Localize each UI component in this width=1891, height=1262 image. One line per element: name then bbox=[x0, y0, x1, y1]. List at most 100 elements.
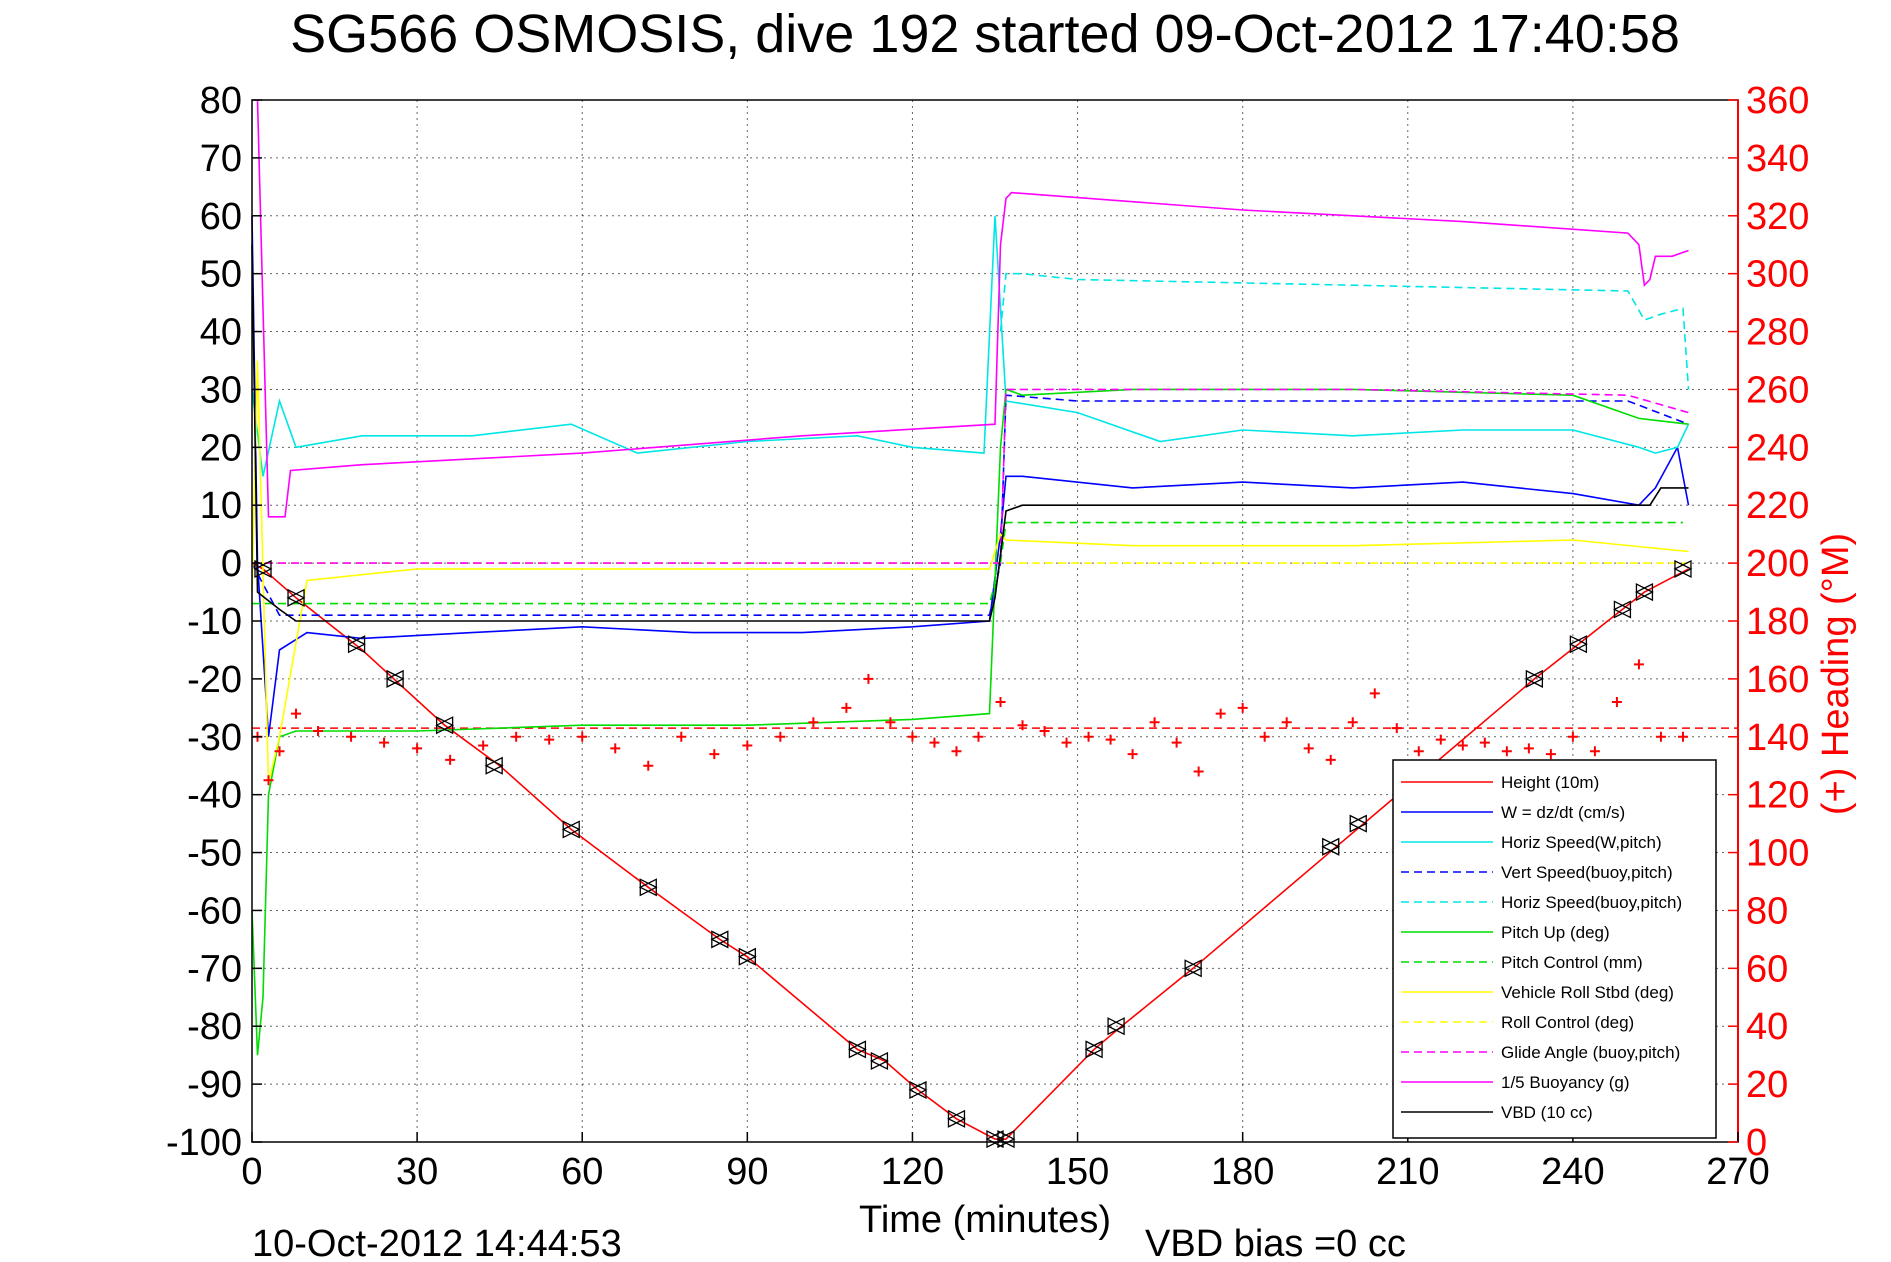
height-marker bbox=[435, 716, 455, 735]
y-tick-label: -20 bbox=[187, 659, 242, 701]
height-marker bbox=[253, 559, 273, 578]
legend-label: Glide Angle (buoy,pitch) bbox=[1501, 1043, 1680, 1062]
heading-point bbox=[1655, 731, 1666, 742]
heading-point bbox=[1061, 737, 1072, 748]
y-right-tick-label: 180 bbox=[1746, 601, 1809, 643]
legend-label: Horiz Speed(buoy,pitch) bbox=[1501, 893, 1682, 912]
height-marker bbox=[1084, 1040, 1104, 1059]
heading-point bbox=[951, 746, 962, 757]
legend-label: Vehicle Roll Stbd (deg) bbox=[1501, 983, 1674, 1002]
y-right-tick-label: 200 bbox=[1746, 543, 1809, 585]
height-marker bbox=[347, 635, 367, 654]
heading-point bbox=[291, 708, 302, 719]
heading-point bbox=[1149, 717, 1160, 728]
height-marker bbox=[1568, 635, 1588, 654]
heading-point bbox=[577, 731, 588, 742]
heading-point bbox=[995, 697, 1006, 708]
height-marker bbox=[847, 1040, 867, 1059]
y-tick-label: -10 bbox=[187, 601, 242, 643]
y-tick-label: 60 bbox=[200, 196, 242, 238]
series-line-1 bbox=[251, 215, 1690, 737]
legend-label: Height (10m) bbox=[1501, 773, 1599, 792]
heading-point bbox=[929, 737, 940, 748]
footer-vbd-bias: VBD bias =0 cc bbox=[1145, 1223, 1406, 1262]
y-tick-label: -90 bbox=[187, 1064, 242, 1106]
y-right-tick-label: 0 bbox=[1746, 1122, 1767, 1164]
height-marker bbox=[1524, 669, 1544, 688]
y-tick-label: 40 bbox=[200, 312, 242, 354]
heading-point bbox=[445, 754, 456, 765]
height-marker bbox=[561, 820, 581, 839]
series-layer bbox=[251, 99, 1738, 1149]
height-marker bbox=[1321, 837, 1341, 856]
heading-point bbox=[1369, 688, 1380, 699]
heading-point bbox=[478, 740, 489, 751]
heading-point bbox=[1413, 746, 1424, 757]
heading-point bbox=[709, 749, 720, 760]
heading-point bbox=[1479, 737, 1490, 748]
y-right-tick-label: 280 bbox=[1746, 312, 1809, 354]
heading-point bbox=[1347, 717, 1358, 728]
y-right-tick-label: 40 bbox=[1746, 1006, 1788, 1048]
y-right-tick-label: 80 bbox=[1746, 890, 1788, 932]
height-marker bbox=[1183, 959, 1203, 978]
heading-point bbox=[544, 734, 555, 745]
heading-point bbox=[346, 731, 357, 742]
height-marker bbox=[1612, 600, 1632, 619]
heading-point bbox=[263, 775, 274, 786]
heading-point bbox=[1501, 746, 1512, 757]
heading-point bbox=[808, 717, 819, 728]
y-right-tick-label: 340 bbox=[1746, 138, 1809, 180]
x-tick-label: 150 bbox=[1046, 1151, 1109, 1193]
heading-point bbox=[1325, 754, 1336, 765]
x-tick-label: 240 bbox=[1541, 1151, 1604, 1193]
heading-point bbox=[1281, 717, 1292, 728]
legend-label: Horiz Speed(W,pitch) bbox=[1501, 833, 1662, 852]
height-marker bbox=[985, 1130, 1005, 1149]
y-right-tick-label: 60 bbox=[1746, 948, 1788, 990]
chart-title: SG566 OSMOSIS, dive 192 started 09-Oct-2… bbox=[290, 4, 1680, 64]
height-marker bbox=[869, 1051, 889, 1071]
y-right-tick-label: 20 bbox=[1746, 1064, 1788, 1106]
x-axis-label: Time (minutes) bbox=[859, 1199, 1111, 1241]
heading-point bbox=[511, 731, 522, 742]
height-marker bbox=[1106, 1017, 1126, 1036]
height-marker bbox=[1348, 814, 1368, 833]
x-tick-label: 180 bbox=[1211, 1151, 1274, 1193]
heading-point bbox=[1457, 740, 1468, 751]
heading-point bbox=[1105, 734, 1116, 745]
heading-point bbox=[1567, 731, 1578, 742]
heading-point bbox=[742, 740, 753, 751]
y-tick-label: -100 bbox=[166, 1122, 242, 1164]
series-line-6 bbox=[252, 521, 1683, 605]
legend-box bbox=[1392, 759, 1717, 1139]
height-marker bbox=[1634, 583, 1654, 602]
y-tick-label: -70 bbox=[187, 948, 242, 990]
y-tick-label: -50 bbox=[187, 833, 242, 875]
heading-point bbox=[1039, 725, 1050, 736]
series-line-0 bbox=[251, 562, 1689, 1140]
y-tick-label: -40 bbox=[187, 775, 242, 817]
y-right-tick-label: 220 bbox=[1746, 485, 1809, 527]
heading-point bbox=[313, 725, 324, 736]
y-right-tick-label: 120 bbox=[1746, 775, 1809, 817]
series-line-10 bbox=[256, 99, 1689, 518]
heading-point bbox=[1677, 731, 1688, 742]
heading-point bbox=[643, 760, 654, 771]
y-right-tick-label: 160 bbox=[1746, 659, 1809, 701]
x-tick-label: 60 bbox=[561, 1151, 603, 1193]
height-marker bbox=[286, 588, 306, 607]
heading-point bbox=[1237, 702, 1248, 713]
height-marker bbox=[996, 1130, 1016, 1149]
series-line-9 bbox=[252, 388, 1689, 564]
legend-label: Vert Speed(buoy,pitch) bbox=[1501, 863, 1673, 882]
heading-point bbox=[863, 673, 874, 684]
legend-label: Roll Control (deg) bbox=[1501, 1013, 1634, 1032]
y-right-tick-label: 140 bbox=[1746, 717, 1809, 759]
y-tick-label: -80 bbox=[187, 1006, 242, 1048]
heading-point bbox=[379, 737, 390, 748]
heading-point bbox=[1127, 749, 1138, 760]
heading-point bbox=[1633, 659, 1644, 670]
height-marker bbox=[484, 756, 504, 775]
heading-point bbox=[973, 731, 984, 742]
